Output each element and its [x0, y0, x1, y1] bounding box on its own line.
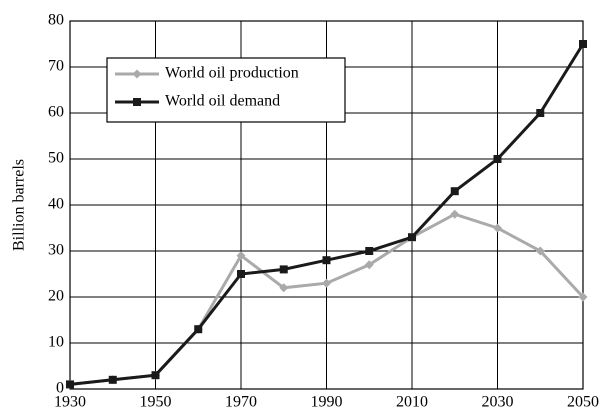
y-tick-label: 70: [48, 58, 64, 75]
y-tick-label: 60: [48, 104, 64, 121]
y-tick-label: 50: [48, 150, 64, 167]
x-tick-label: 2050: [567, 394, 599, 411]
x-tick-label: 1930: [54, 394, 86, 411]
marker: [364, 260, 374, 270]
marker: [493, 155, 502, 163]
marker: [151, 371, 160, 380]
legend-label: World oil demand: [165, 93, 280, 110]
marker: [132, 69, 142, 79]
x-tick-label: 1970: [225, 394, 257, 411]
marker: [279, 283, 289, 293]
y-tick-label: 20: [48, 288, 64, 305]
marker: [108, 375, 117, 384]
marker: [450, 187, 459, 196]
y-tick-label: 80: [48, 12, 64, 29]
marker: [279, 265, 288, 274]
y-axis-label: Billion barrels: [11, 159, 28, 251]
marker: [322, 278, 331, 288]
x-tick-label: 1950: [140, 394, 172, 411]
marker: [322, 256, 331, 265]
marker: [66, 380, 74, 389]
marker: [578, 292, 588, 302]
legend-box: [106, 57, 346, 123]
marker: [133, 98, 141, 106]
y-tick-label: 0: [56, 380, 64, 397]
marker: [450, 209, 460, 219]
legend-label: World oil production: [165, 65, 299, 82]
marker: [579, 40, 587, 48]
x-tick-label: 1990: [311, 394, 343, 411]
y-tick-label: 40: [48, 196, 64, 213]
y-tick-label: 30: [48, 242, 64, 259]
marker: [236, 251, 246, 261]
marker: [365, 247, 374, 255]
x-tick-label: 2010: [396, 394, 428, 411]
marker: [535, 246, 545, 256]
y-tick-label: 10: [48, 334, 64, 351]
marker: [536, 109, 545, 117]
marker: [237, 270, 245, 278]
marker: [194, 325, 203, 334]
marker: [493, 223, 502, 233]
marker: [408, 233, 416, 242]
plot-frame: [69, 20, 584, 390]
x-tick-label: 2030: [482, 394, 514, 411]
